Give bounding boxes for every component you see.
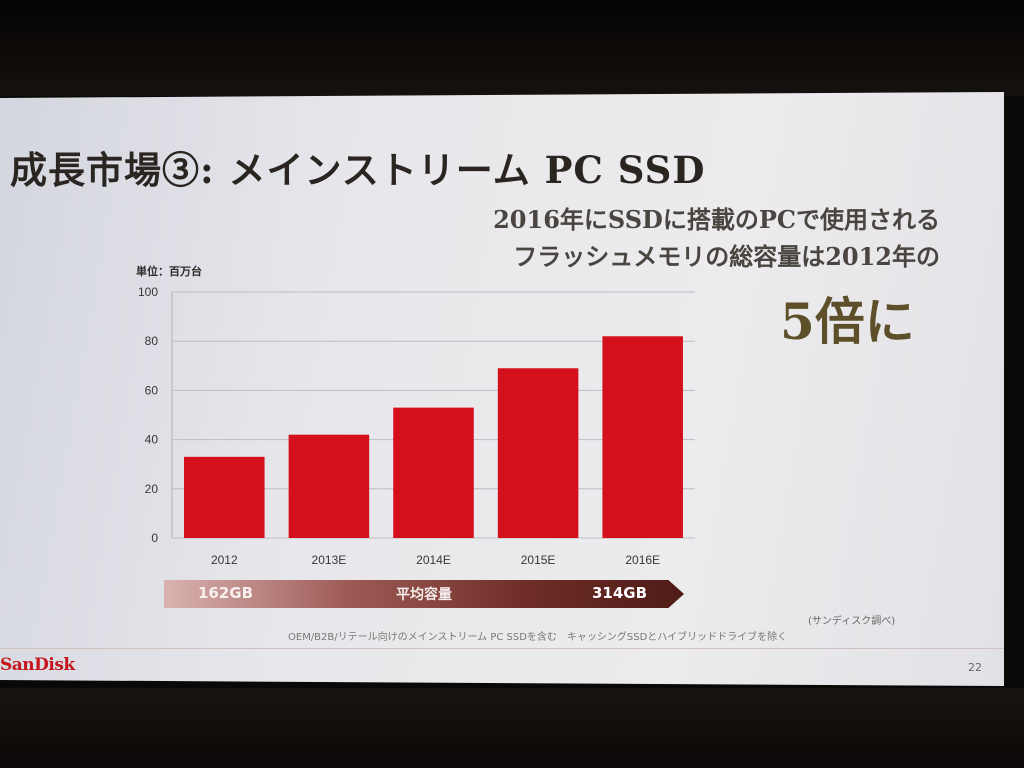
unit-label: 単位：百万台 xyxy=(136,265,202,278)
y-tick-label: 40 xyxy=(145,433,159,447)
highlight-text: 5倍に xyxy=(780,292,915,351)
y-tick-label: 60 xyxy=(145,383,159,397)
avg-capacity-label: 平均容量 xyxy=(396,587,452,603)
bar xyxy=(288,434,370,538)
avg-capacity-end: 314GB xyxy=(592,584,648,602)
subtitle-line-2: フラッシュメモリの総容量は2012年の xyxy=(513,242,940,271)
slide-title: 成長市場③: メインストリーム PC SSD xyxy=(10,148,706,192)
bar xyxy=(184,456,265,538)
y-tick-label: 20 xyxy=(145,482,159,496)
bar xyxy=(497,368,579,538)
y-tick-label: 80 xyxy=(145,334,159,348)
bar-chart: 0 20 40 60 80 100 2012 2013E 2014E 2015E 2016E xyxy=(138,285,695,567)
x-tick-label: 2013E xyxy=(312,553,347,567)
avg-capacity-start: 162GB xyxy=(198,584,254,602)
average-capacity-arrow xyxy=(164,580,684,608)
footnote: OEM/B2B/リテール向けのメインストリーム PC SSDを含む キャッシング… xyxy=(288,632,788,643)
x-tick-label: 2014E xyxy=(416,553,451,567)
bar xyxy=(393,407,474,538)
page-number: 22 xyxy=(968,661,982,674)
source-note: (サンディスク調べ) xyxy=(808,616,896,627)
y-tick-label: 100 xyxy=(138,285,158,299)
x-tick-label: 2012 xyxy=(211,553,238,567)
footer-divider xyxy=(0,648,1004,649)
subtitle-line-1: 2016年にSSDに搭載のPCで使用される xyxy=(493,205,940,234)
room-background-bottom xyxy=(0,688,1024,768)
bar xyxy=(602,336,683,538)
y-tick-label: 0 xyxy=(151,531,158,545)
x-tick-label: 2016E xyxy=(625,553,660,567)
x-tick-label: 2015E xyxy=(521,553,556,567)
sandisk-logo: SanDisk xyxy=(0,655,75,675)
room-background-top xyxy=(0,0,1024,96)
